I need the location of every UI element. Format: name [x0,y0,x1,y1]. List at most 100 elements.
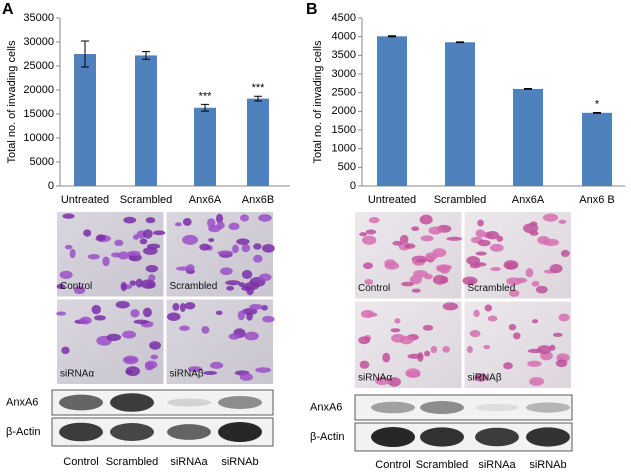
significance-marker: * [595,98,600,110]
cell [503,362,513,370]
bar [74,54,96,186]
cell [87,253,100,260]
lane-label: Scrambled [416,459,469,471]
cell [361,235,377,245]
cell [558,219,567,224]
cell [473,309,480,318]
lane-label: siRNAb [529,459,566,471]
cell [225,280,241,286]
micrograph-label: siRNAα [60,369,94,380]
y-tick-label: 1500 [332,124,356,136]
cell [513,332,521,340]
cell [487,315,498,322]
cell [115,300,130,309]
micrograph-label: Control [60,281,92,292]
y-tick-label: 2000 [332,105,356,117]
blot-row-label: β-Actin [310,431,344,443]
y-tick-label: 10000 [23,132,54,144]
cell [469,263,481,269]
cell [241,243,251,253]
cell [172,303,180,311]
cell [531,280,540,287]
cell [203,370,218,376]
cell [102,256,110,267]
cell [236,238,250,245]
cell [360,309,375,319]
cell [215,310,223,316]
blot-band [110,393,154,412]
cell [120,281,127,292]
cell [466,345,473,353]
cell [405,368,421,378]
panel-label: A [2,1,14,18]
significance-marker: *** [199,90,213,102]
blot-row-label: AnxA6 [310,401,342,413]
y-tick-label: 0 [48,180,54,192]
blot-band [475,403,519,412]
cell [558,313,570,322]
cell [255,367,271,373]
cell [144,362,155,371]
cell [184,302,196,310]
lane-label: Control [375,459,410,471]
cell [91,304,101,315]
cell [401,281,414,287]
cell [62,213,75,219]
bar [377,36,407,186]
error-bar [254,95,262,102]
cell [127,250,141,257]
cell [525,267,534,278]
micrograph-label: siRNAβ [170,369,204,380]
blot-band [59,394,103,411]
cell [364,279,374,285]
cell [114,239,124,246]
y-tick-label: 1000 [332,143,356,155]
blot-band [218,396,262,409]
cell [217,250,234,255]
cell [83,229,92,237]
bar [513,88,543,186]
bar [582,112,612,186]
micrograph-label: siRNAα [358,373,392,384]
cell [262,244,275,253]
cell [133,319,149,324]
cell [505,262,512,269]
cell [537,345,552,355]
cell [226,285,235,291]
cell [244,331,259,341]
cell [475,229,486,238]
cell [425,252,438,261]
x-tick-label: Scrambled [434,194,487,206]
cell [130,309,140,318]
cell [359,232,368,237]
y-tick-label: 25000 [23,60,54,72]
cell [477,239,491,247]
blot-row-label: AnxA6 [6,396,38,408]
cell [368,217,380,224]
error-bar [142,51,150,60]
y-axis-label: Total no. of invading cells [6,40,18,163]
cell [486,231,500,240]
error-bar [456,41,464,44]
cell [228,333,240,340]
cell [508,289,520,297]
cell [549,264,563,274]
cell [187,366,203,373]
cell [358,336,371,345]
cell [209,361,224,369]
cell [542,213,559,222]
cell [228,222,240,231]
y-tick-label: 500 [338,161,356,173]
cell [237,310,246,321]
cell [69,248,76,259]
lane-label: siRNAb [221,456,258,468]
blot-frame [354,394,573,421]
cell [391,333,406,343]
cell [207,218,216,228]
cell [143,229,153,239]
cell [242,308,258,316]
cell [147,243,161,250]
cell [508,323,517,331]
blot-band [371,401,415,414]
error-bar [524,88,532,90]
